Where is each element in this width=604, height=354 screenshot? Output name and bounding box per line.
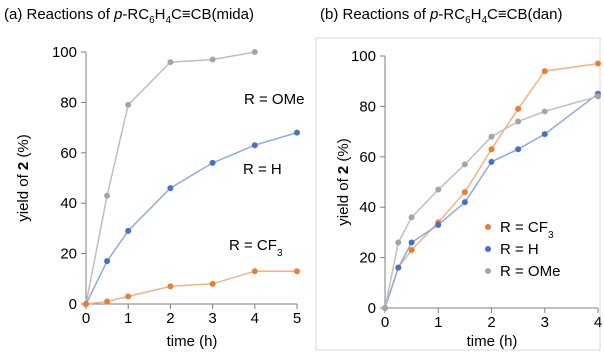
- panel-a-data-point: [251, 268, 258, 275]
- panel-b-x-tick-label: 0: [381, 314, 389, 331]
- panel-a-x-tick-label: 3: [208, 310, 216, 327]
- panel-a-x-tick-label: 5: [293, 310, 301, 327]
- panel-b-data-point: [395, 239, 402, 246]
- panel-b-legend-entry: R = OMe: [500, 263, 560, 280]
- panel-a-x-tick-label: 4: [251, 310, 259, 327]
- panel-a-data-point: [294, 129, 300, 136]
- panel-b-y-tick-label: 0: [368, 300, 376, 317]
- panel-b-data-point: [408, 214, 415, 221]
- panel-b-data-point: [488, 158, 495, 165]
- panel-a-data-point: [251, 142, 258, 149]
- panel-a-data-point: [104, 192, 111, 199]
- panel-b-data-point: [541, 131, 548, 138]
- panel-a-x-tick-label: 1: [124, 310, 132, 327]
- panel-b-y-tick-label: 40: [359, 199, 376, 216]
- panel-a-y-tick-label: 20: [60, 246, 77, 263]
- panel-b-legend-entry: R = H: [500, 241, 539, 258]
- panel-a-series-label: R = OMe: [244, 91, 304, 108]
- panel-b-data-point: [382, 305, 388, 311]
- panel-a-data-point: [125, 293, 132, 300]
- panel-b-data-point: [408, 239, 415, 246]
- panel-b-x-tick-label: 3: [541, 314, 549, 331]
- panel-a-series-label: R = CF3: [229, 237, 283, 259]
- panel-a-series-label: R = H: [243, 161, 282, 178]
- panel-b-x-axis-label: time (h): [467, 333, 518, 350]
- panel-a-data-point: [125, 227, 132, 234]
- panel-b-x-tick-label: 1: [434, 314, 442, 331]
- panel-b-series-line: [384, 95, 599, 309]
- panel-b-data-point: [515, 118, 522, 125]
- panel-a-data-point: [167, 283, 174, 290]
- panel-a-data-point: [209, 159, 216, 166]
- panel-a-title: (a) Reactions of p-RC6H4C≡CB(mida): [4, 6, 254, 26]
- panel-a-x-tick-label: 0: [82, 310, 90, 327]
- panel-a-data-point: [104, 258, 111, 265]
- panel-a-data-point: [83, 301, 89, 307]
- panel-b-y-tick-label: 100: [351, 48, 376, 65]
- panel-b-legend-marker: [485, 224, 491, 230]
- panel-b-series-line: [384, 62, 599, 309]
- panel-b-y-tick-label: 60: [359, 149, 376, 166]
- panel-b-x-tick-label: 4: [594, 314, 602, 331]
- panel-b-data-point: [595, 93, 601, 100]
- panel-b-data-point: [515, 105, 522, 112]
- panel-b-y-tick-label: 20: [359, 250, 376, 267]
- panel-b-frame: [315, 37, 601, 351]
- panel-a-data-point: [167, 59, 174, 66]
- panel-a-y-tick-label: 100: [52, 44, 77, 61]
- panel-a-data-point: [125, 101, 132, 108]
- panel-b-series-line: [384, 93, 599, 309]
- panel-b-data-point: [435, 186, 442, 193]
- panel-b-data-point: [488, 146, 495, 153]
- panel-b-data-point: [395, 264, 402, 271]
- panel-a-data-point: [209, 56, 216, 63]
- panel-b-data-point: [461, 161, 468, 168]
- panel-a-data-point: [209, 280, 216, 287]
- panel-a-data-point: [251, 49, 258, 55]
- panel-b-data-point: [595, 60, 601, 67]
- panel-b-legend-entry: R = CF3: [500, 219, 554, 241]
- panel-a-x-axis-label: time (h): [167, 333, 218, 350]
- panel-b-data-point: [461, 199, 468, 206]
- panel-b-data-point: [488, 133, 495, 140]
- panel-b-data-point: [541, 108, 548, 115]
- panel-a-y-axis-label: yield of 2 (%): [15, 134, 32, 222]
- panel-b-legend-marker: [485, 268, 491, 274]
- panel-a-series-line: [85, 131, 298, 305]
- panel-b-data-point: [435, 221, 442, 228]
- panel-a-y-tick-label: 40: [60, 195, 77, 212]
- panel-b-legend-marker: [485, 246, 491, 252]
- panel-a-data-point: [167, 185, 174, 192]
- panel-b-data-point: [461, 189, 468, 196]
- panel-b-data-point: [408, 247, 415, 254]
- panel-b-y-tick-label: 80: [359, 98, 376, 115]
- panel-a-y-tick-label: 60: [60, 145, 77, 162]
- panel-a-data-point: [294, 268, 300, 275]
- panel-b-y-axis-label: yield of 2 (%): [335, 138, 352, 226]
- panel-b-x-tick-label: 2: [487, 314, 495, 331]
- panel-b-data-point: [515, 146, 522, 153]
- panel-a-series-line: [85, 270, 297, 305]
- panel-a-y-tick-label: 80: [60, 94, 77, 111]
- panel-a-series-line: [85, 51, 255, 305]
- panel-a-x-tick-label: 2: [166, 310, 174, 327]
- panel-b-data-point: [541, 68, 548, 75]
- panel-a-data-point: [104, 298, 111, 305]
- panel-a-y-tick-label: 0: [69, 296, 77, 313]
- panel-b-title: (b) Reactions of p-RC6H4C≡CB(dan): [320, 6, 563, 26]
